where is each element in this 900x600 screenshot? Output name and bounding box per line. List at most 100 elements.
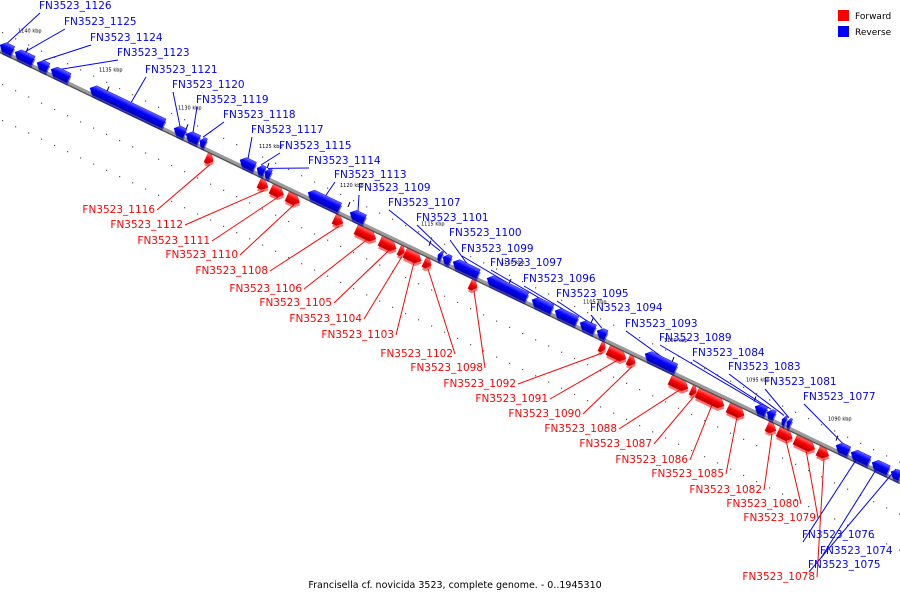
leader-line xyxy=(802,452,862,543)
leader-line xyxy=(803,403,844,445)
leader-line xyxy=(461,255,510,285)
gene-label: FN3523_1085 xyxy=(651,468,724,480)
gene-arrow xyxy=(850,449,872,469)
gene-label: FN3523_1093 xyxy=(625,318,698,330)
gene-labels: FN3523_1126 FN3523_1125 FN3523_1124 FN3523_… xyxy=(39,0,893,583)
scale-tick: 1135 kbp xyxy=(99,68,123,92)
gene-label: FN3523_1125 xyxy=(64,16,137,28)
genome-caption: Francisella cf. novicida 3523, complete … xyxy=(308,580,601,591)
scale-tick-label: 1130 kbp xyxy=(178,105,202,111)
legend-reverse-swatch xyxy=(838,26,849,37)
leader-line xyxy=(725,416,738,475)
gene-label: FN3523_1086 xyxy=(615,454,688,466)
gene-label: FN3523_1108 xyxy=(195,265,268,277)
leader-line xyxy=(785,440,802,505)
leader-line xyxy=(689,404,713,461)
gene-arrow xyxy=(50,66,72,86)
gene-label: FN3523_1124 xyxy=(90,32,163,44)
gene-arrow xyxy=(754,403,769,420)
gene-arrow xyxy=(239,157,257,175)
leader-line xyxy=(618,389,681,430)
leader-line xyxy=(816,458,825,578)
leader-line xyxy=(556,300,589,323)
gene-arrow xyxy=(349,210,367,227)
gene-label: FN3523_1115 xyxy=(279,140,352,152)
leader-line xyxy=(427,268,456,355)
gene-label: FN3523_1101 xyxy=(416,212,489,224)
leader-line xyxy=(260,152,281,166)
leader-line xyxy=(60,59,119,70)
gene-label: FN3523_1081 xyxy=(764,376,837,388)
gene-label: FN3523_1118 xyxy=(223,109,296,121)
gene-label: FN3523_1111 xyxy=(137,235,210,247)
gene-label: FN3523_1095 xyxy=(556,288,629,300)
gene-arrow xyxy=(396,245,405,259)
gene-arrow xyxy=(36,60,51,76)
legend: Forward Reverse xyxy=(838,10,892,38)
gene-label: FN3523_1106 xyxy=(229,283,302,295)
gene-arrow xyxy=(421,257,432,272)
gene-label: FN3523_1076 xyxy=(802,529,875,541)
gene-arrow xyxy=(764,421,777,436)
gene-label: FN3523_1094 xyxy=(590,302,663,314)
leader-line xyxy=(728,373,785,416)
leader-line xyxy=(590,314,603,329)
gene-label: FN3523_1082 xyxy=(689,484,762,496)
gene-label: FN3523_1080 xyxy=(726,498,799,510)
gene-label: FN3523_1119 xyxy=(196,94,269,106)
gene-label: FN3523_1090 xyxy=(508,408,581,420)
leader-line xyxy=(490,269,544,301)
gene-arrow xyxy=(579,320,597,338)
legend-reverse-label: Reverse xyxy=(855,28,892,38)
gene-arrow xyxy=(688,385,697,399)
gene-arrow xyxy=(437,250,445,264)
gene-arrow xyxy=(596,328,609,343)
scale-tick-label: 1100 kbp xyxy=(664,338,688,344)
scale-tick-label: 1135 kbp xyxy=(99,68,123,74)
leader-line xyxy=(449,239,468,264)
leader-line xyxy=(808,468,897,573)
leader-line xyxy=(247,136,253,159)
legend-forward-label: Forward xyxy=(855,12,891,22)
gene-arrow xyxy=(667,375,689,394)
scale-tick-label: 1115 kbp xyxy=(421,222,445,228)
gene-label: FN3523_1083 xyxy=(728,361,801,373)
gene-label: FN3523_1121 xyxy=(145,64,218,76)
gene-arrow xyxy=(89,85,167,131)
gene-label: FN3523_1077 xyxy=(803,391,876,403)
gene-arrow xyxy=(331,214,344,229)
leader-line xyxy=(523,285,568,312)
leader-line xyxy=(820,461,882,559)
gene-label: FN3523_1092 xyxy=(443,378,516,390)
gene-label: FN3523_1078 xyxy=(742,571,815,583)
gene-arrow xyxy=(644,351,679,376)
gene-arrow xyxy=(442,254,453,269)
gene-label: FN3523_1123 xyxy=(117,47,190,59)
leader-line xyxy=(269,225,340,272)
gene-arrow xyxy=(173,125,188,141)
gene-label: FN3523_1113 xyxy=(334,169,407,181)
gene-label: FN3523_1089 xyxy=(659,332,732,344)
gene-arrow xyxy=(725,402,745,421)
leader-line xyxy=(156,164,211,211)
leader-line xyxy=(549,359,619,400)
gene-arrow xyxy=(264,168,273,182)
leader-line xyxy=(517,352,604,385)
leader-line xyxy=(172,91,181,127)
gene-label: FN3523_1091 xyxy=(475,393,548,405)
leader-line xyxy=(473,290,486,369)
leader-line xyxy=(764,388,790,419)
gene-arrow xyxy=(284,191,300,208)
gene-arrow xyxy=(203,152,214,167)
leader-line xyxy=(763,433,773,491)
legend-forward-swatch xyxy=(838,10,849,21)
leader-line xyxy=(395,262,415,336)
gene-label: FN3523_1087 xyxy=(579,438,652,450)
gene-arrow xyxy=(353,224,377,245)
gene-label: FN3523_1098 xyxy=(410,362,483,374)
scale-tick: 1115 kbp xyxy=(421,222,445,246)
gene-arrow xyxy=(256,178,269,193)
gene-arrow xyxy=(554,308,580,329)
scale-ticks: 1140 kbp 1135 kbp 1130 kbp 1125 kbp 1120 kbp… xyxy=(18,29,852,441)
